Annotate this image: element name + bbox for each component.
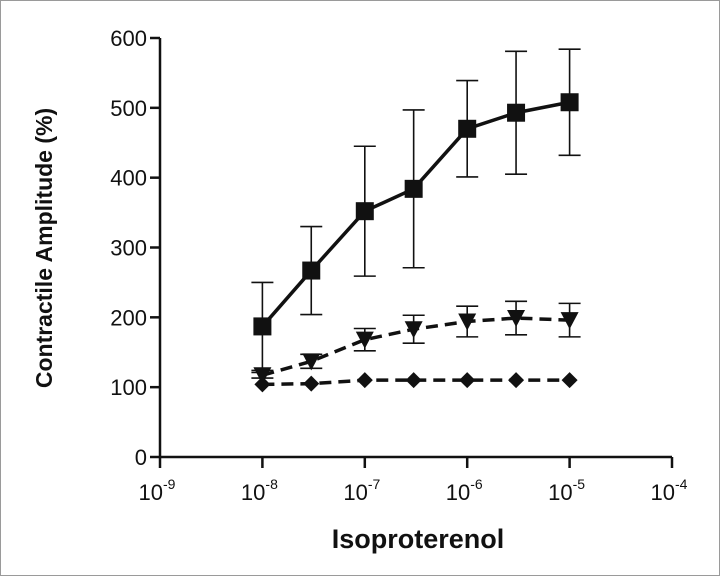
series-layer <box>251 48 581 393</box>
data-point-triangle <box>355 331 374 349</box>
y-tick-label: 200 <box>110 305 147 330</box>
data-point-diamond <box>561 372 578 389</box>
data-point-diamond <box>459 372 476 389</box>
data-point-square <box>560 93 579 112</box>
y-tick-label: 0 <box>135 445 147 470</box>
y-tick-label: 400 <box>110 166 147 191</box>
data-point-square <box>404 179 423 198</box>
data-point-diamond <box>303 375 320 392</box>
x-tick-label: 10-7 <box>343 476 380 505</box>
x-tick-label: 10-4 <box>651 476 688 505</box>
data-point-triangle <box>404 321 423 339</box>
data-point-diamond <box>254 376 271 393</box>
y-tick-label: 600 <box>110 26 147 51</box>
x-axis-title: Isoproterenol <box>332 524 505 554</box>
x-tick-label: 10-8 <box>241 476 278 505</box>
data-point-square <box>253 317 272 336</box>
data-point-square <box>458 119 477 138</box>
series-line-square <box>261 100 570 328</box>
data-point-diamond <box>356 372 373 389</box>
series-triangle-down <box>251 300 581 385</box>
data-point-square <box>507 103 526 122</box>
data-point-triangle <box>560 312 579 330</box>
data-point-triangle <box>253 367 272 385</box>
x-tick-label: 10-5 <box>548 476 585 505</box>
y-axis: 0 100 200 300 400 500 600 <box>110 26 162 470</box>
data-point-square <box>355 202 374 221</box>
x-tick-label: 10-6 <box>446 476 483 505</box>
x-axis: 10-9 10-8 10-7 10-6 10-5 10-4 <box>139 455 688 505</box>
y-tick-label: 500 <box>110 96 147 121</box>
data-point-triangle <box>458 313 477 331</box>
y-tick-label: 100 <box>110 375 147 400</box>
series-diamond <box>254 372 578 393</box>
x-tick-label: 10-9 <box>139 476 176 505</box>
data-point-square <box>302 261 321 280</box>
data-point-triangle <box>302 353 321 371</box>
data-point-triangle <box>507 310 526 328</box>
data-point-diamond <box>508 372 525 389</box>
data-point-diamond <box>405 372 422 389</box>
y-tick-label: 300 <box>110 236 147 261</box>
y-axis-title: Contractile Amplitude (%) <box>31 108 57 388</box>
